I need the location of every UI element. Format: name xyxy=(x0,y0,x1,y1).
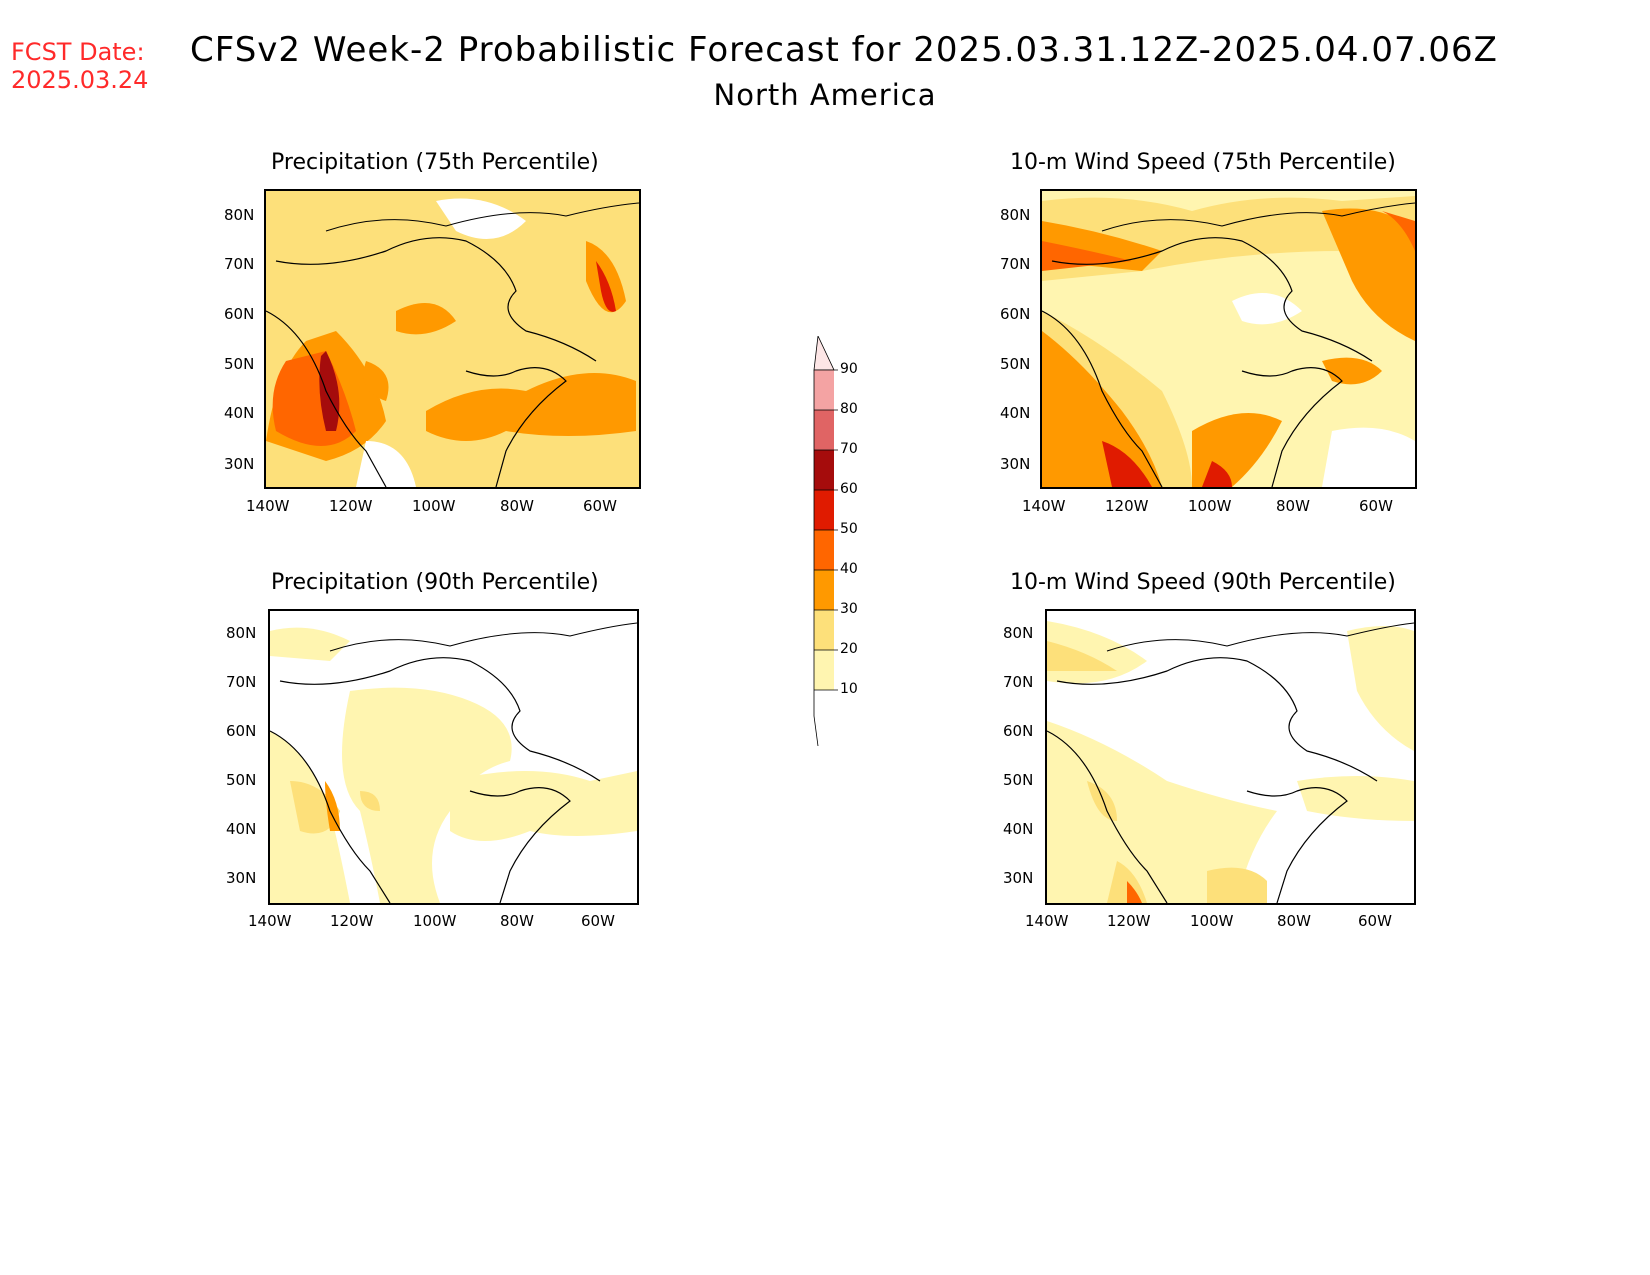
lat-tick: 70N xyxy=(1003,673,1034,691)
legend-label: 50 xyxy=(840,521,858,537)
fcst-label: FCST Date: xyxy=(11,38,145,66)
lat-tick: 50N xyxy=(224,355,255,373)
lat-tick: 70N xyxy=(226,673,257,691)
lat-tick: 70N xyxy=(1000,255,1031,273)
lon-tick: 60W xyxy=(1359,497,1393,515)
lon-tick: 100W xyxy=(1188,497,1232,515)
panel-title-wind-75: 10-m Wind Speed (75th Percentile) xyxy=(1010,150,1396,175)
lat-tick: 60N xyxy=(224,305,255,323)
lon-tick: 100W xyxy=(412,497,456,515)
fcst-date: 2025.03.24 xyxy=(11,66,149,94)
lat-tick: 40N xyxy=(1000,404,1031,422)
page-title: CFSv2 Week-2 Probabilistic Forecast for … xyxy=(190,30,1498,70)
lat-tick: 80N xyxy=(1003,624,1034,642)
lon-tick: 100W xyxy=(1190,912,1234,930)
panel-title-wind-90: 10-m Wind Speed (90th Percentile) xyxy=(1010,570,1396,595)
lat-tick: 60N xyxy=(1000,305,1031,323)
panel-title-precip-90: Precipitation (90th Percentile) xyxy=(271,570,599,595)
lon-tick: 120W xyxy=(1105,497,1149,515)
lat-tick: 30N xyxy=(1003,869,1034,887)
lat-tick: 40N xyxy=(226,820,257,838)
panel-title-precip-75: Precipitation (75th Percentile) xyxy=(271,150,599,175)
lon-tick: 120W xyxy=(330,912,374,930)
legend-label: 30 xyxy=(840,601,858,617)
lat-tick: 30N xyxy=(224,455,255,473)
legend-label: 10 xyxy=(840,681,858,697)
lon-tick: 80W xyxy=(1276,497,1310,515)
lon-tick: 60W xyxy=(583,497,617,515)
lon-tick: 80W xyxy=(1277,912,1311,930)
lat-tick: 50N xyxy=(226,771,257,789)
map-wind-90 xyxy=(1045,609,1416,905)
legend-label: 80 xyxy=(840,401,858,417)
lat-tick: 50N xyxy=(1000,355,1031,373)
page-subtitle: North America xyxy=(0,78,1650,112)
lon-tick: 60W xyxy=(581,912,615,930)
lat-tick: 60N xyxy=(1003,722,1034,740)
map-wind-75 xyxy=(1040,189,1417,489)
lat-tick: 30N xyxy=(1000,455,1031,473)
lon-tick: 60W xyxy=(1358,912,1392,930)
lat-tick: 80N xyxy=(1000,206,1031,224)
legend-label: 90 xyxy=(840,361,858,377)
lon-tick: 140W xyxy=(246,497,290,515)
lon-tick: 140W xyxy=(1022,497,1066,515)
lat-tick: 50N xyxy=(1003,771,1034,789)
lat-tick: 80N xyxy=(226,624,257,642)
legend-label: 40 xyxy=(840,561,858,577)
lat-tick: 40N xyxy=(1003,820,1034,838)
lat-tick: 70N xyxy=(224,255,255,273)
map-precip-75 xyxy=(264,189,641,489)
lon-tick: 140W xyxy=(1025,912,1069,930)
lat-tick: 30N xyxy=(226,869,257,887)
lon-tick: 100W xyxy=(413,912,457,930)
map-precip-90 xyxy=(268,609,639,905)
color-legend: 90 80 70 60 50 40 30 20 10 xyxy=(800,336,920,746)
lon-tick: 120W xyxy=(1107,912,1151,930)
lat-tick: 60N xyxy=(226,722,257,740)
lat-tick: 80N xyxy=(224,206,255,224)
legend-label: 70 xyxy=(840,441,858,457)
lat-tick: 40N xyxy=(224,404,255,422)
lon-tick: 80W xyxy=(500,912,534,930)
legend-label: 60 xyxy=(840,481,858,497)
lon-tick: 80W xyxy=(500,497,534,515)
lon-tick: 140W xyxy=(248,912,292,930)
lon-tick: 120W xyxy=(329,497,373,515)
legend-label: 20 xyxy=(840,641,858,657)
fcst-date-block: FCST Date: 2025.03.24 xyxy=(11,38,148,94)
region-name: North America xyxy=(713,78,937,112)
